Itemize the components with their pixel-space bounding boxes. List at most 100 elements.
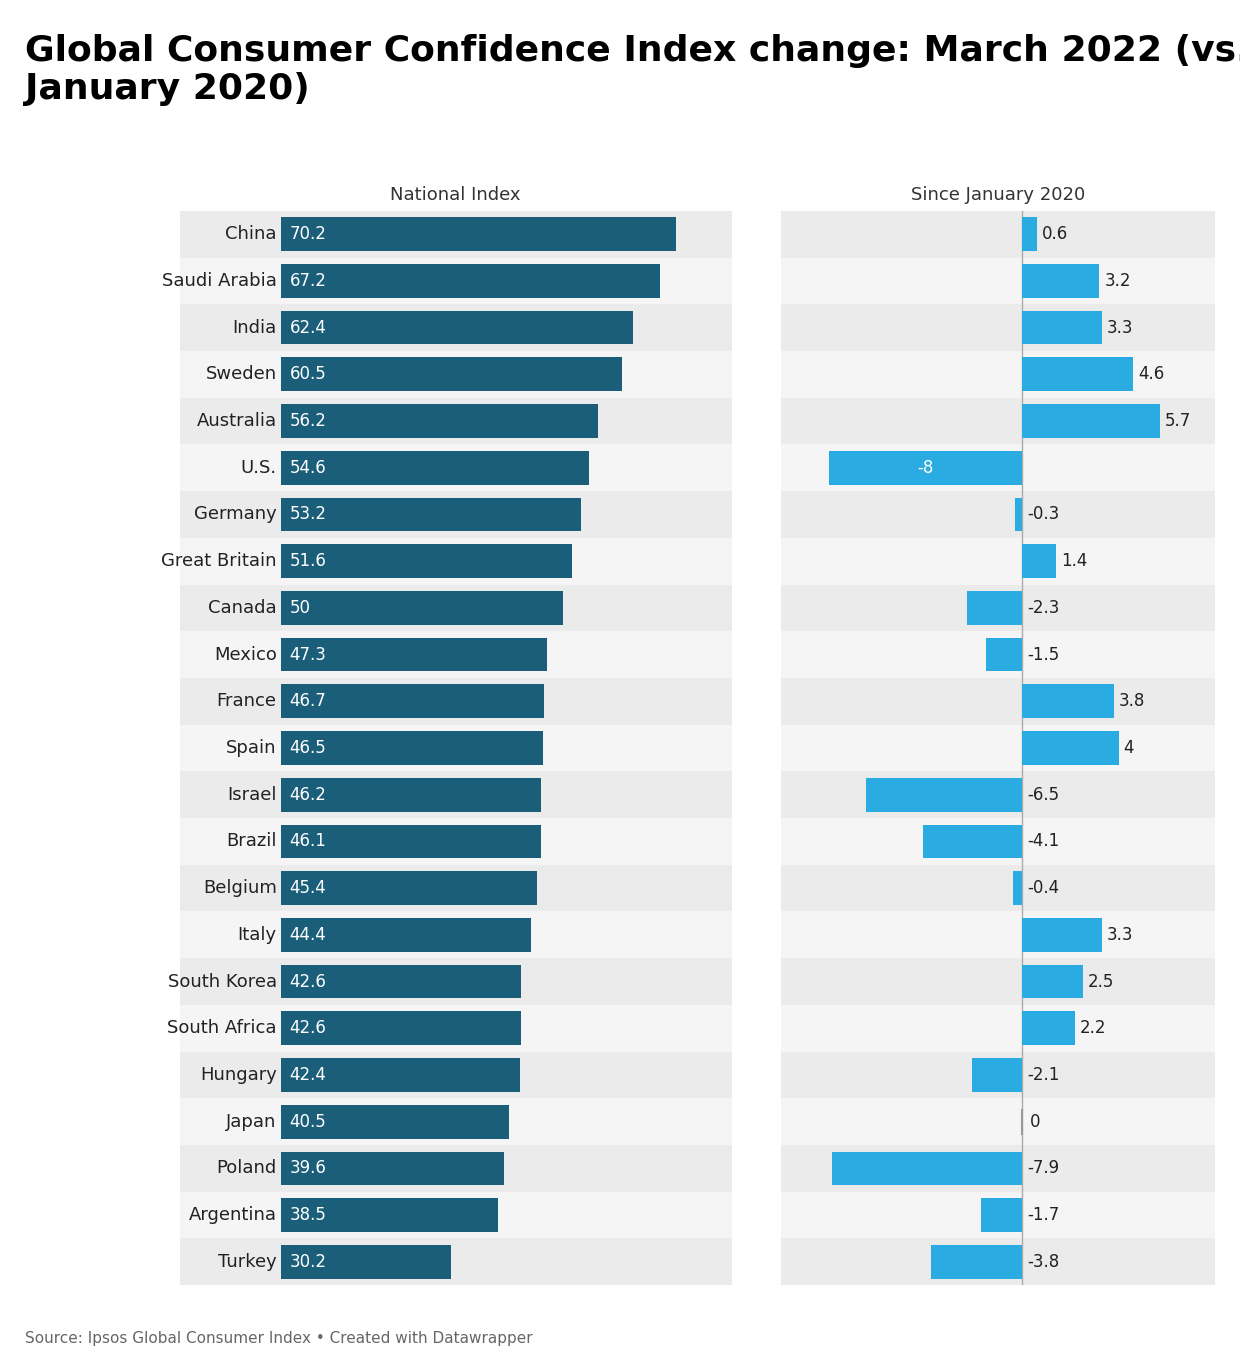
Bar [781,865,1215,911]
Text: 46.2: 46.2 [290,786,326,804]
Bar [180,491,732,537]
Text: South Korea: South Korea [167,972,277,990]
Bar [1022,218,1037,252]
Text: Belgium: Belgium [203,879,277,898]
Text: 1.4: 1.4 [1061,552,1087,570]
Bar [781,1051,1215,1099]
Bar [180,257,732,305]
Text: Italy: Italy [238,926,277,944]
Bar [180,911,732,959]
Text: -1.7: -1.7 [1027,1206,1059,1224]
Text: Sweden: Sweden [206,366,277,384]
Text: 2.2: 2.2 [1080,1019,1106,1038]
Text: -2.1: -2.1 [1027,1066,1059,1084]
Text: 54.6: 54.6 [290,458,326,477]
Bar [981,1198,1022,1232]
Text: Brazil: Brazil [226,832,277,850]
Bar [281,452,589,484]
Text: 67.2: 67.2 [290,272,326,290]
Text: -1.5: -1.5 [1027,646,1059,664]
Text: 44.4: 44.4 [290,926,326,944]
Text: Hungary: Hungary [200,1066,277,1084]
Bar [1022,732,1118,764]
Bar [180,1051,732,1099]
Text: Spain: Spain [226,738,277,758]
Bar [781,257,1215,305]
Bar [281,1244,451,1278]
Bar [180,865,732,911]
Bar [1022,684,1114,718]
Text: 3.3: 3.3 [1107,926,1133,944]
Text: 47.3: 47.3 [290,646,326,664]
Bar [281,918,531,952]
Text: Since January 2020: Since January 2020 [911,186,1085,204]
Text: 42.6: 42.6 [290,1019,326,1038]
Bar [924,824,1022,858]
Text: -3.8: -3.8 [1027,1253,1059,1270]
Text: -2.3: -2.3 [1027,598,1059,617]
Bar [281,638,548,672]
Bar [1022,358,1133,392]
Bar [781,397,1215,445]
Text: India: India [232,318,277,336]
Bar [1016,498,1022,532]
Text: 56.2: 56.2 [290,412,326,430]
Bar [281,404,598,438]
Bar [281,872,537,904]
Text: National Index: National Index [391,186,521,204]
Text: -4.1: -4.1 [1027,832,1059,850]
Bar [1022,964,1083,998]
Text: Global Consumer Confidence Index change: March 2022 (vs.
January 2020): Global Consumer Confidence Index change:… [25,34,1240,106]
Text: -6.5: -6.5 [1027,786,1059,804]
Bar [180,771,732,819]
Text: Japan: Japan [226,1112,277,1130]
Bar [281,732,543,764]
Bar [781,911,1215,959]
Text: Source: Ipsos Global Consumer Index • Created with Datawrapper: Source: Ipsos Global Consumer Index • Cr… [25,1331,532,1346]
Text: 60.5: 60.5 [290,366,326,384]
Text: Saudi Arabia: Saudi Arabia [161,272,277,290]
Text: Germany: Germany [193,506,277,524]
Bar [281,1012,521,1044]
Bar [281,218,676,252]
Text: 46.1: 46.1 [290,832,326,850]
Bar [781,305,1215,351]
Text: 53.2: 53.2 [290,506,326,524]
Text: 0.6: 0.6 [1042,226,1068,243]
Text: 51.6: 51.6 [290,552,326,570]
Bar [967,592,1022,624]
Text: -8: -8 [918,458,934,477]
Text: 46.7: 46.7 [290,692,326,710]
Bar [781,677,1215,725]
Bar [180,397,732,445]
Bar [781,631,1215,677]
Bar [1022,311,1102,344]
Text: 39.6: 39.6 [290,1160,326,1178]
Bar [781,351,1215,397]
Bar [1022,918,1102,952]
Bar [866,778,1022,812]
Text: 0: 0 [1029,1112,1040,1130]
Text: Argentina: Argentina [188,1206,277,1224]
Text: 3.2: 3.2 [1105,272,1131,290]
Text: 4.6: 4.6 [1138,366,1164,384]
Bar [781,585,1215,631]
Text: -0.3: -0.3 [1027,506,1059,524]
Bar [781,1005,1215,1051]
Bar [1022,544,1056,578]
Bar [781,211,1215,257]
Text: 45.4: 45.4 [290,879,326,898]
Bar [180,1005,732,1051]
Bar [281,498,580,532]
Bar [180,725,732,771]
Text: 3.3: 3.3 [1107,318,1133,336]
Text: 42.4: 42.4 [290,1066,326,1084]
Bar [781,1145,1215,1191]
Text: 4: 4 [1123,738,1135,758]
Bar [781,725,1215,771]
Bar [830,452,1022,484]
Text: 40.5: 40.5 [290,1112,326,1130]
Text: China: China [226,226,277,243]
Bar [281,1198,498,1232]
Bar [281,684,544,718]
